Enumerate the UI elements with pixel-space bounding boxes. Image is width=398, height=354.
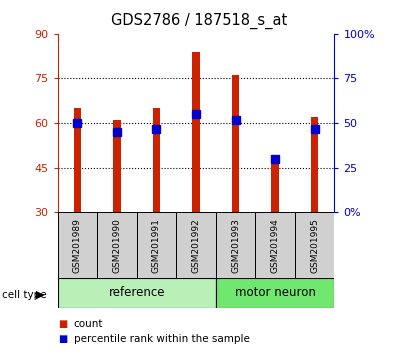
- Bar: [193, 51, 199, 212]
- Bar: [113, 120, 121, 212]
- Text: GSM201993: GSM201993: [231, 218, 240, 273]
- Text: count: count: [74, 319, 103, 329]
- Bar: [58, 212, 97, 278]
- Bar: [216, 278, 334, 308]
- Text: GSM201994: GSM201994: [271, 218, 279, 273]
- Bar: [311, 117, 318, 212]
- Text: GDS2786 / 187518_s_at: GDS2786 / 187518_s_at: [111, 12, 287, 29]
- Text: ▶: ▶: [36, 290, 44, 299]
- Bar: [58, 278, 216, 308]
- Bar: [176, 212, 216, 278]
- Bar: [271, 162, 279, 212]
- Bar: [232, 75, 239, 212]
- Bar: [216, 212, 255, 278]
- Bar: [295, 212, 334, 278]
- Text: GSM201991: GSM201991: [152, 218, 161, 273]
- Text: GSM201992: GSM201992: [191, 218, 201, 273]
- Bar: [255, 212, 295, 278]
- Text: GSM201995: GSM201995: [310, 218, 319, 273]
- Text: reference: reference: [109, 286, 165, 299]
- Bar: [97, 212, 137, 278]
- Text: percentile rank within the sample: percentile rank within the sample: [74, 334, 250, 344]
- Text: cell type: cell type: [2, 290, 47, 299]
- Bar: [153, 108, 160, 212]
- Bar: [137, 212, 176, 278]
- Bar: [74, 108, 81, 212]
- Text: ■: ■: [58, 334, 67, 344]
- Text: GSM201990: GSM201990: [113, 218, 121, 273]
- Text: ■: ■: [58, 319, 67, 329]
- Text: motor neuron: motor neuron: [234, 286, 316, 299]
- Text: GSM201989: GSM201989: [73, 218, 82, 273]
